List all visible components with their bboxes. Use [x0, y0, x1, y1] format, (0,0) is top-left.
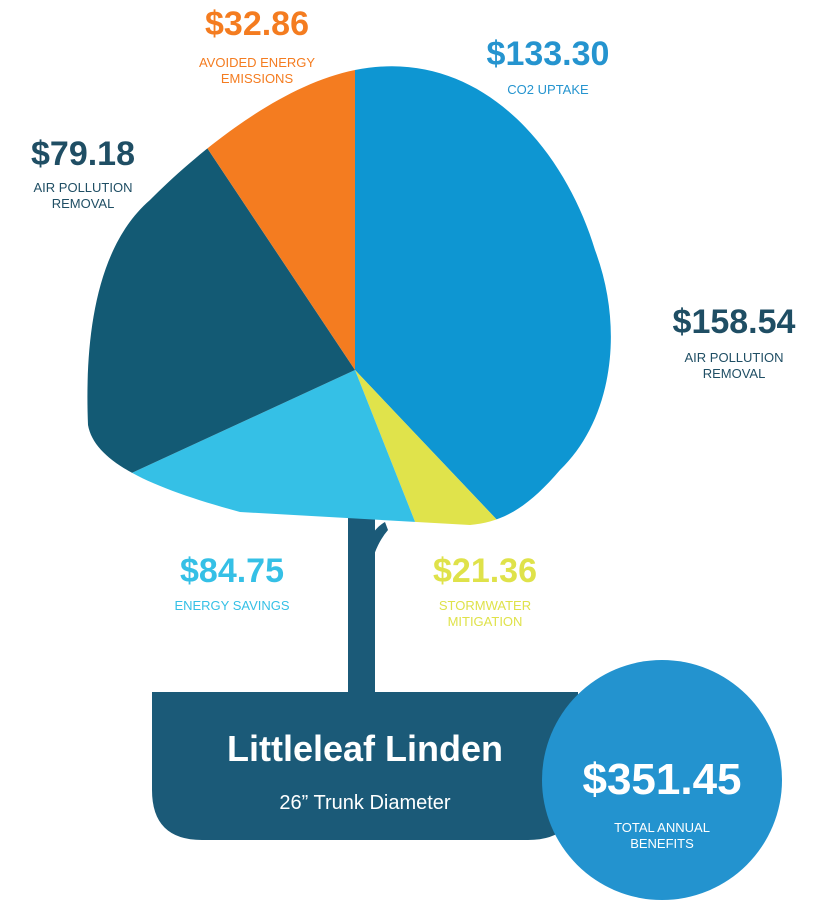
pie-slice: [355, 66, 611, 525]
value-label: $32.86: [205, 5, 309, 43]
annotation-value: $158.54: [672, 303, 796, 341]
value-label: $79.18: [31, 135, 135, 173]
pie-slice: [355, 370, 611, 525]
total-label: TOTAL ANNUAL BENEFITS: [614, 820, 710, 851]
category-label: STORMWATER MITIGATION: [438, 598, 532, 629]
category-label: ENERGY SAVINGS: [174, 598, 290, 613]
subtitle: 26” Trunk Diameter: [279, 792, 451, 814]
title: Littleleaf Linden: [226, 728, 504, 769]
pie-slice: [87, 370, 510, 525]
category-label: CO2 UPTAKE: [507, 82, 589, 97]
pie-slice: [122, 66, 355, 370]
trunk: [348, 510, 388, 700]
value-label: $133.30: [486, 35, 610, 73]
annotation-label: AIR POLLUTION REMOVAL: [684, 350, 784, 381]
pie: [87, 66, 611, 525]
total-circle: [542, 660, 782, 900]
total-value: $351.45: [582, 755, 742, 804]
planter: [152, 692, 578, 840]
category-label: AIR POLLUTION REMOVAL: [33, 180, 133, 211]
category-label: AVOIDED ENERGY EMISSIONS: [198, 55, 316, 86]
value-label: $84.75: [180, 552, 284, 590]
pie-slice: [87, 66, 355, 525]
value-label: $21.36: [433, 552, 537, 590]
